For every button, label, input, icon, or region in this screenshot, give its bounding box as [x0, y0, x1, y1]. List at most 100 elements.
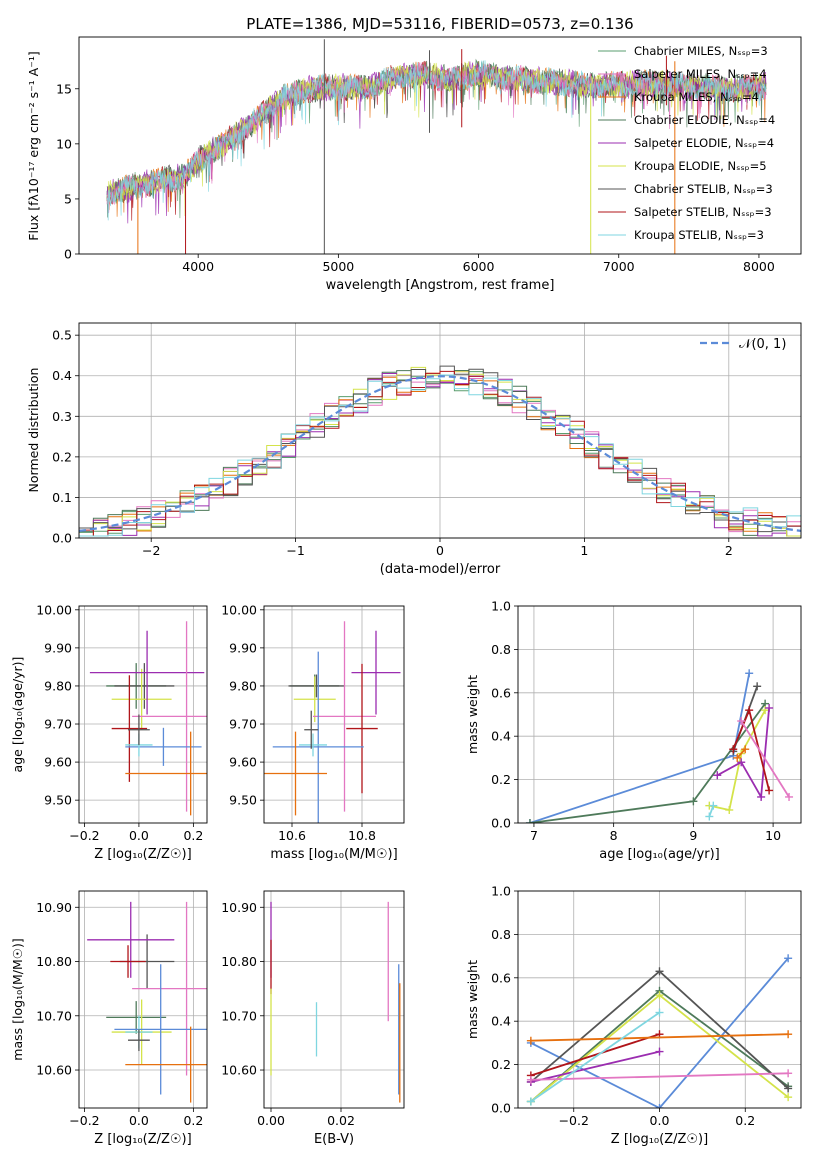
x-axis-label: age [log₁₀(age/yr)]: [599, 847, 720, 862]
figure-title: PLATE=1386, MJD=53116, FIBERID=0573, z=0…: [246, 15, 633, 33]
legend-label: Salpeter ELODIE, Nₛₛₚ=4: [634, 136, 774, 150]
plot-area: [89, 621, 207, 816]
plot-area: [79, 365, 801, 538]
spectrum-series: [106, 60, 767, 221]
y-tick-label: 0.5: [52, 328, 72, 343]
x-tick-label: 6000: [463, 259, 495, 274]
y-tick-label: 0.2: [491, 772, 511, 787]
y-tick-label: 9.60: [229, 755, 257, 770]
y-tick-label: 5: [64, 191, 72, 206]
legend-label: Kroupa ELODIE, Nₛₛₚ=5: [634, 159, 767, 173]
axes-frame: [78, 890, 208, 1109]
x-tick-label: 7000: [603, 259, 635, 274]
age-vs-mass-panel: 10.6 10.8 9.50 9.60 9.70 9.80 9.90 10.00 mass [l…: [221, 602, 405, 862]
y-tick-label: 9.70: [229, 717, 257, 732]
x-tick-label: 10: [765, 828, 781, 843]
axes-frame: [263, 605, 405, 824]
y-tick-label: 10.00: [221, 602, 257, 617]
y-tick-label: 0.6: [491, 685, 511, 700]
x-tick-label: 0.2: [183, 1113, 203, 1128]
weight-series: [740, 720, 790, 798]
x-tick-label: −2: [142, 543, 160, 558]
x-tick-label: 0: [436, 543, 444, 558]
y-tick-label: 15: [56, 81, 72, 96]
y-tick-label: 10.70: [221, 1008, 257, 1023]
x-tick-label: 0.0: [129, 1113, 149, 1128]
legend-label: Chabrier ELODIE, Nₛₛₚ=4: [634, 113, 775, 127]
x-tick-label: 2: [725, 543, 733, 558]
weight-series: [530, 1050, 660, 1083]
residuals-panel: −2 −1 0 1 2 0.0 0.1 0.2 0.3 0.4 0.5 (data-model)/er…: [26, 322, 802, 577]
y-tick-label: 10.90: [36, 900, 72, 915]
y-tick-label: 0.2: [52, 449, 72, 464]
plot-area: [87, 901, 207, 1103]
y-axis-label: Flux [fλ10⁻¹⁷ erg cm⁻² s⁻¹ A⁻¹]: [26, 51, 41, 240]
x-tick-label: 10.6: [278, 828, 306, 843]
x-axis-label: Z [log₁₀(Z/Z☉)]: [611, 1132, 708, 1147]
y-tick-label: 10.70: [36, 1008, 72, 1023]
weight-series: [530, 1033, 789, 1042]
x-tick-label: 4000: [182, 259, 214, 274]
y-tick-label: 9.60: [44, 755, 72, 770]
weight-series: [709, 709, 766, 812]
legend-label: Kroupa MILES, Nₛₛₚ=4: [634, 90, 759, 104]
y-tick-label: 10: [56, 136, 72, 151]
y-tick-label: 0.0: [52, 531, 72, 546]
plot-area: [106, 39, 767, 254]
x-axis-label: Z [log₁₀(Z/Z☉)]: [94, 1132, 191, 1147]
legend-label: Chabrier STELIB, Nₛₛₚ=3: [634, 182, 773, 196]
mass-vs-ebv-panel: 0.00 0.02 10.60 10.70 10.80 10.90 E(B-V): [221, 890, 405, 1147]
x-tick-label: 0.2: [735, 1113, 755, 1128]
mass-vs-metallicity-panel: −0.2 0.0 0.2 10.60 10.70 10.80 10.90 Z [log₁₀(Z…: [10, 890, 208, 1147]
x-tick-label: −0.2: [559, 1113, 589, 1128]
weight-vs-age-panel: 7 8 9 10 0.0 0.2 0.4 0.6 0.8 1.0 age [log₁₀(age/yr…: [465, 599, 802, 862]
y-tick-label: 0.0: [491, 816, 511, 831]
axes-frame: [78, 36, 802, 255]
x-tick-label: 1: [580, 543, 588, 558]
x-axis-label: E(B-V): [314, 1132, 354, 1147]
y-tick-label: 9.80: [229, 678, 257, 693]
x-tick-label: 8000: [743, 259, 775, 274]
x-tick-label: −1: [286, 543, 304, 558]
y-axis-label: age [log₁₀(age/yr)]: [10, 657, 25, 773]
legend-label: Salpeter MILES, Nₛₛₚ=4: [634, 67, 767, 81]
y-tick-label: 0: [64, 247, 72, 262]
x-tick-label: 0.00: [257, 1113, 285, 1128]
y-tick-label: 1.0: [491, 884, 511, 899]
y-tick-label: 9.70: [44, 717, 72, 732]
y-tick-label: 10.60: [36, 1063, 72, 1078]
weight-series: [716, 707, 770, 800]
weight-series: [530, 1011, 661, 1103]
x-tick-label: 5000: [322, 259, 354, 274]
y-tick-label: 0.2: [491, 1057, 511, 1072]
y-tick-label: 0.4: [491, 1014, 511, 1029]
y-tick-label: 10.80: [36, 954, 72, 969]
x-axis-label: mass [log₁₀(M/M☉)]: [270, 847, 397, 862]
legend-label: Chabrier MILES, Nₛₛₚ=3: [634, 44, 768, 58]
age-vs-metallicity-panel: −0.2 0.0 0.2 9.50 9.60 9.70 9.80 9.90 10.00 Z [lo…: [10, 602, 208, 862]
y-tick-label: 1.0: [491, 599, 511, 614]
y-tick-label: 9.50: [229, 793, 257, 808]
y-tick-label: 9.50: [44, 793, 72, 808]
y-tick-label: 9.80: [44, 678, 72, 693]
x-tick-label: 8: [610, 828, 618, 843]
weight-series: [530, 1033, 660, 1077]
y-tick-label: 9.90: [229, 640, 257, 655]
y-axis-label: mass [log₁₀(M/M☉)]: [10, 938, 25, 1060]
weight-series: [736, 748, 746, 759]
x-tick-label: 0.2: [183, 828, 203, 843]
y-tick-label: 10.60: [221, 1063, 257, 1078]
y-tick-label: 0.6: [491, 970, 511, 985]
axes-frame: [517, 605, 802, 824]
weight-series: [530, 1072, 789, 1081]
y-axis-label: mass weight: [465, 675, 480, 754]
spectrum-panel: 4000 5000 6000 7000 8000 0 5 10 15 wavelength [An…: [26, 36, 802, 293]
x-tick-label: 0.0: [650, 1113, 670, 1128]
weight-vs-metallicity-panel: −0.2 0.0 0.2 0.0 0.2 0.4 0.6 0.8 1.0 Z [log₁₀(Z/Z…: [465, 884, 802, 1147]
x-tick-label: 0.0: [129, 828, 149, 843]
y-tick-label: 0.1: [52, 490, 72, 505]
y-tick-label: 0.4: [52, 368, 72, 383]
legend-label: Salpeter STELIB, Nₛₛₚ=3: [634, 205, 772, 219]
y-axis-label: Normed distribution: [26, 368, 41, 493]
